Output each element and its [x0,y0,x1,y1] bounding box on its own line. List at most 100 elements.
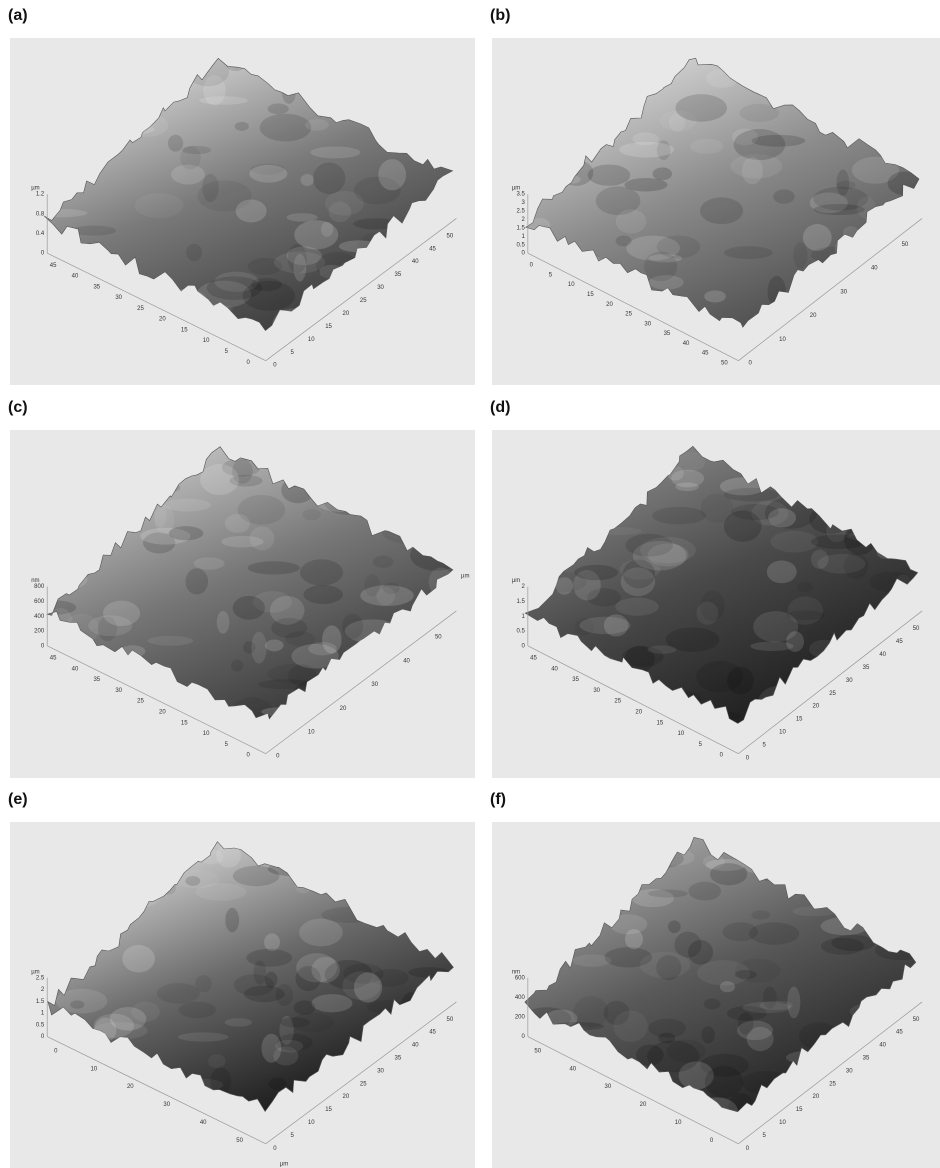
texture-blob [773,189,795,204]
right-tick-label: 45 [429,246,436,252]
z-tick-label: 2 [521,217,525,223]
side-unit: µm [461,574,469,580]
texture-blob [271,618,308,639]
texture-blob [216,843,241,868]
texture-blob [676,451,706,472]
texture-blob [167,134,184,152]
texture-blob [203,75,226,106]
right-tick-label: 10 [779,1120,786,1126]
right-tick-label: 25 [829,691,836,697]
texture-blob [648,254,683,263]
texture-blob [731,503,779,521]
texture-blob [675,482,699,492]
texture-blob [704,290,726,303]
texture-blob [632,540,687,571]
left-tick-label: 0 [530,263,534,269]
texture-blob [787,610,825,621]
panel-label: (d) [490,399,510,416]
z-tick-label: 2.5 [516,209,525,215]
left-tick-label: 50 [534,1048,541,1054]
texture-blob [620,567,656,597]
texture-blob [587,164,631,186]
right-tick-label: 45 [896,1030,903,1036]
left-tick-label: 20 [635,710,642,716]
axis-line [527,252,739,362]
texture-blob [234,121,249,131]
texture-blob [750,641,794,651]
right-tick-label: 10 [308,337,315,343]
texture-blob [573,996,609,1028]
texture-blob [134,193,184,219]
texture-blob [324,190,364,216]
left-tick-label: 40 [72,274,79,280]
texture-blob [836,169,850,196]
texture-blob [609,914,648,935]
texture-blob [185,876,201,886]
texture-blob [275,983,294,1007]
texture-blob [97,616,118,642]
texture-blob [163,498,211,512]
surface [43,57,454,332]
texture-blob [792,906,837,917]
texture-blob [619,559,661,580]
z-unit: nm [31,578,39,584]
texture-blob [639,951,691,979]
right-tick-label: 0 [746,756,750,762]
texture-blob [202,173,219,203]
surface [524,837,917,1113]
z-tick-label: 1 [521,614,525,620]
right-tick-label: 30 [377,1068,384,1074]
texture-blob [286,246,322,266]
left-tick-label: 30 [115,688,122,694]
texture-blob [265,639,284,652]
left-tick-label: 40 [72,666,79,672]
axis-line [47,252,266,362]
texture-blob [624,645,655,673]
left-tick-label: 40 [551,666,558,672]
axis-line [47,1036,266,1145]
texture-blob [811,549,829,570]
right-tick-label: 50 [447,233,454,239]
right-tick-label: 0 [276,753,280,759]
texture-blob [308,642,337,656]
texture-blob [177,1032,229,1042]
texture-blob [604,947,653,968]
texture-blob [759,1000,793,1011]
texture-blob [242,280,295,311]
texture-blob [200,464,240,496]
axis-line [738,218,923,361]
z-tick-label: 3.5 [516,192,525,198]
texture-blob [233,974,275,996]
texture-blob [793,241,808,269]
z-tick-label: 600 [34,599,45,605]
texture-blob [851,156,899,184]
bottom-unit: µm [280,1162,288,1168]
left-tick-label: 0 [710,1138,714,1144]
texture-blob [675,94,728,122]
right-tick-label: 20 [813,1094,820,1100]
right-tick-label: 10 [779,337,786,343]
left-tick-label: 50 [236,1138,243,1144]
texture-blob [615,209,647,234]
left-tick-label: 0 [246,360,250,366]
texture-blob [171,164,205,185]
z-tick-label: 1.5 [516,599,525,605]
texture-blob [703,998,721,1010]
texture-blob [843,553,869,579]
right-tick-label: 50 [902,242,909,248]
texture-blob [229,474,263,487]
texture-blob [71,225,117,236]
surface [524,445,919,724]
texture-blob [304,119,329,131]
texture-blob [690,138,724,154]
texture-blob [353,176,401,205]
texture-blob [723,510,762,542]
axis-line [738,610,923,754]
right-tick-label: 30 [840,289,847,295]
texture-blob [140,527,191,545]
texture-blob [688,881,722,901]
z-tick-label: 1.5 [36,999,45,1005]
texture-blob [817,553,866,574]
